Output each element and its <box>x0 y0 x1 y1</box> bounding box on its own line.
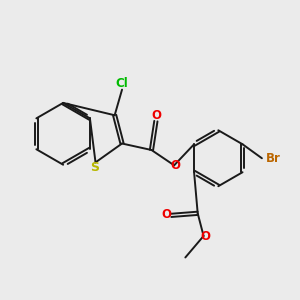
Text: O: O <box>161 208 171 221</box>
Text: O: O <box>152 109 161 122</box>
Text: Br: Br <box>266 152 280 165</box>
Text: O: O <box>200 230 210 243</box>
Text: O: O <box>171 159 181 172</box>
Text: S: S <box>90 161 99 174</box>
Text: Cl: Cl <box>116 77 128 90</box>
